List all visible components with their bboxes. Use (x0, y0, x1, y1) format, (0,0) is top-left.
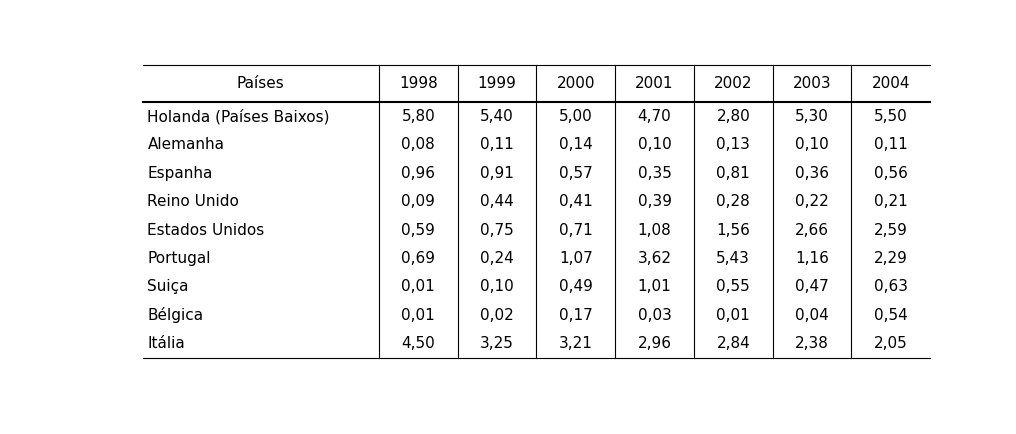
Text: 0,54: 0,54 (874, 308, 907, 323)
Text: 0,96: 0,96 (401, 166, 435, 181)
Text: Países: Países (237, 76, 284, 91)
Text: 0,28: 0,28 (716, 194, 750, 209)
Text: Espanha: Espanha (147, 166, 212, 181)
Text: 2001: 2001 (635, 76, 674, 91)
Text: 2,29: 2,29 (874, 251, 907, 266)
Text: 0,17: 0,17 (559, 308, 592, 323)
Text: 0,91: 0,91 (481, 166, 514, 181)
Text: 2,38: 2,38 (796, 336, 829, 351)
Text: 0,59: 0,59 (401, 223, 435, 237)
Text: 0,44: 0,44 (481, 194, 514, 209)
Text: 0,55: 0,55 (716, 279, 750, 294)
Text: 0,10: 0,10 (638, 137, 672, 152)
Text: Bélgica: Bélgica (147, 307, 203, 323)
Text: Holanda (Países Baixos): Holanda (Países Baixos) (147, 108, 330, 124)
Text: 0,01: 0,01 (716, 308, 750, 323)
Text: 2000: 2000 (557, 76, 595, 91)
Text: 1,08: 1,08 (638, 223, 672, 237)
Text: 0,49: 0,49 (559, 279, 592, 294)
Text: 3,62: 3,62 (638, 251, 672, 266)
Text: Portugal: Portugal (147, 251, 211, 266)
Text: 0,01: 0,01 (401, 308, 435, 323)
Text: 5,50: 5,50 (874, 109, 907, 124)
Text: 0,13: 0,13 (716, 137, 750, 152)
Text: 0,22: 0,22 (796, 194, 829, 209)
Text: 0,81: 0,81 (716, 166, 750, 181)
Text: 0,03: 0,03 (638, 308, 672, 323)
Text: 2004: 2004 (872, 76, 910, 91)
Text: Suiça: Suiça (147, 279, 189, 294)
Text: 0,21: 0,21 (874, 194, 907, 209)
Text: 0,02: 0,02 (481, 308, 514, 323)
Text: Alemanha: Alemanha (147, 137, 225, 152)
Text: 1,56: 1,56 (716, 223, 750, 237)
Text: 0,04: 0,04 (796, 308, 829, 323)
Text: 1,16: 1,16 (796, 251, 829, 266)
Text: 5,43: 5,43 (716, 251, 750, 266)
Text: 0,56: 0,56 (874, 166, 907, 181)
Text: 3,21: 3,21 (559, 336, 592, 351)
Text: 2,59: 2,59 (874, 223, 907, 237)
Text: 1999: 1999 (478, 76, 516, 91)
Text: 2003: 2003 (792, 76, 831, 91)
Text: 0,39: 0,39 (638, 194, 672, 209)
Text: 0,24: 0,24 (481, 251, 514, 266)
Text: 2,84: 2,84 (716, 336, 750, 351)
Text: 0,71: 0,71 (559, 223, 592, 237)
Text: Itália: Itália (147, 336, 185, 351)
Text: 0,10: 0,10 (481, 279, 514, 294)
Text: 0,57: 0,57 (559, 166, 592, 181)
Text: 1,07: 1,07 (559, 251, 592, 266)
Text: 0,11: 0,11 (481, 137, 514, 152)
Text: 0,11: 0,11 (874, 137, 907, 152)
Text: 0,08: 0,08 (401, 137, 435, 152)
Text: Estados Unidos: Estados Unidos (147, 223, 265, 237)
Text: 0,09: 0,09 (401, 194, 435, 209)
Text: 5,00: 5,00 (559, 109, 592, 124)
Text: 3,25: 3,25 (481, 336, 514, 351)
Text: 2,66: 2,66 (796, 223, 829, 237)
Text: 0,14: 0,14 (559, 137, 592, 152)
Text: 2,96: 2,96 (638, 336, 672, 351)
Text: 0,63: 0,63 (874, 279, 907, 294)
Text: 2,80: 2,80 (716, 109, 750, 124)
Text: 0,69: 0,69 (401, 251, 435, 266)
Text: 0,35: 0,35 (638, 166, 672, 181)
Text: 5,40: 5,40 (481, 109, 514, 124)
Text: 2,05: 2,05 (874, 336, 907, 351)
Text: Reino Unido: Reino Unido (147, 194, 240, 209)
Text: 1,01: 1,01 (638, 279, 672, 294)
Text: 0,47: 0,47 (796, 279, 829, 294)
Text: 0,10: 0,10 (796, 137, 829, 152)
Text: 4,50: 4,50 (401, 336, 435, 351)
Text: 0,01: 0,01 (401, 279, 435, 294)
Text: 0,36: 0,36 (796, 166, 829, 181)
Text: 2002: 2002 (714, 76, 753, 91)
Text: 0,41: 0,41 (559, 194, 592, 209)
Text: 5,30: 5,30 (796, 109, 829, 124)
Text: 1998: 1998 (399, 76, 438, 91)
Text: 5,80: 5,80 (401, 109, 435, 124)
Text: 0,75: 0,75 (481, 223, 514, 237)
Text: 4,70: 4,70 (638, 109, 672, 124)
